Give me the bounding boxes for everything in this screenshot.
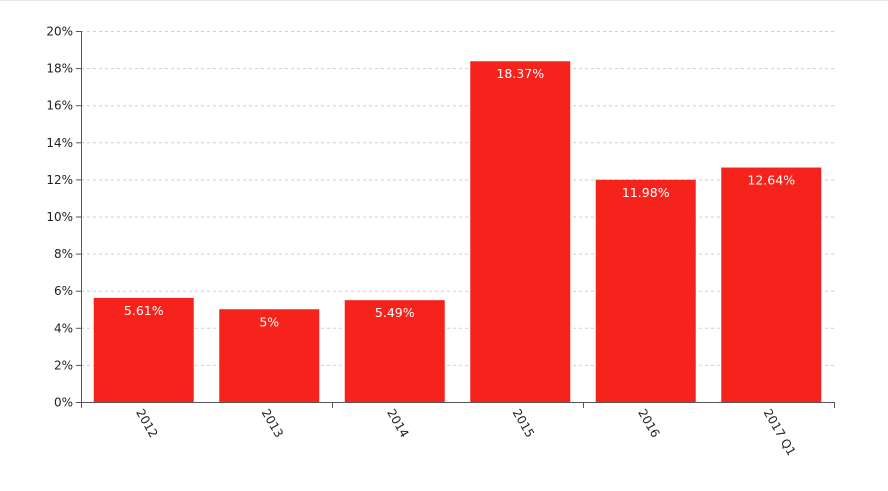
y-tick-label: 2%: [54, 358, 73, 372]
bars: [93, 61, 822, 402]
y-tick-label: 14%: [46, 136, 73, 150]
x-tick-label: 2015: [510, 407, 537, 440]
y-tick-label: 12%: [46, 173, 73, 187]
x-tick-label: 2013: [259, 407, 286, 440]
bar: [344, 300, 445, 402]
y-tick-label: 8%: [54, 247, 73, 261]
x-tick-label: 2014: [384, 407, 411, 440]
bar: [470, 61, 571, 402]
data-label: 12.64%: [747, 173, 795, 188]
data-label: 5.61%: [124, 303, 164, 318]
bar: [595, 179, 696, 402]
data-label: 18.37%: [496, 66, 544, 81]
bar: [219, 309, 320, 402]
data-label: 5.49%: [375, 305, 415, 320]
x-axis-ticks: 2012 2013 2014 2015 2016 2017 Q1: [81, 402, 835, 459]
y-tick-label: 20%: [46, 25, 73, 39]
y-tick-label: 16%: [46, 99, 73, 113]
top-border: [0, 0, 888, 1]
y-tick-label: 0%: [54, 396, 73, 410]
bar: [93, 297, 194, 402]
x-tick-label: 2016: [635, 407, 662, 440]
axes: [81, 31, 834, 403]
bar: [721, 167, 822, 402]
x-tick-label: 2017 Q1: [761, 407, 799, 459]
data-label: 5%: [259, 314, 279, 329]
y-tick-label: 10%: [46, 210, 73, 224]
y-tick-label: 6%: [54, 284, 73, 298]
x-tick-label: 2012: [133, 407, 160, 440]
data-label: 11.98%: [622, 185, 670, 200]
y-tick-label: 4%: [54, 321, 73, 335]
data-labels: 5.61% 5% 5.49% 18.37% 11.98% 12.64%: [124, 66, 795, 329]
y-axis-ticks: 0% 2% 4% 6% 8% 10% 12% 14% 16% 18% 20%: [46, 25, 81, 410]
y-tick-label: 18%: [46, 62, 73, 76]
grid-lines: [81, 31, 834, 366]
